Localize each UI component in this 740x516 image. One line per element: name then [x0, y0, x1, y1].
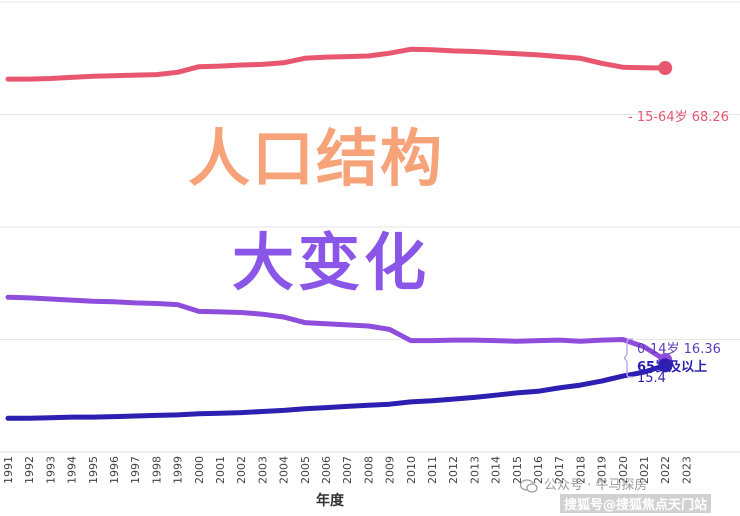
x-tick-label: 2010: [405, 456, 418, 484]
x-tick-labels: 1991 1992 1993 1994 1995 1996 1997 1998 1999 2000…: [2, 456, 693, 484]
x-tick-label: 1996: [108, 456, 121, 484]
x-tick-label: 2017: [553, 456, 566, 484]
x-tick-label: 2007: [341, 456, 354, 484]
x-tick-label: 2022: [659, 456, 672, 484]
x-tick-label: 2020: [617, 456, 630, 484]
x-tick-label: 1995: [87, 456, 100, 484]
x-tick-label: 2013: [468, 456, 481, 484]
x-tick-label: 1999: [172, 456, 185, 484]
series-label-15-64-value: 68.26: [691, 110, 729, 125]
x-tick-label: 2023: [680, 456, 693, 484]
series-label-65plus-value: 15.4: [637, 371, 666, 386]
x-tick-label: 2014: [490, 456, 503, 484]
x-tick-label: 2008: [362, 456, 375, 484]
series-line-0: [5, 46, 668, 82]
x-tick-label: 1991: [2, 456, 15, 484]
x-tick-label: 2003: [256, 456, 269, 484]
series-line-2: [5, 362, 668, 421]
series-label-15-64-name: - 15-64岁: [628, 110, 688, 125]
series-end-markers: [658, 61, 673, 373]
series-label-0-14-value: 16.36: [683, 342, 721, 357]
x-tick-label: 2016: [532, 456, 545, 484]
wechat-icon: [519, 478, 538, 493]
x-tick-label: 2006: [320, 456, 333, 484]
chart-title: 人口结构: [188, 122, 445, 195]
x-tick-label: 1998: [150, 456, 163, 484]
watermark-text: 公众号 · 牛马探房: [544, 478, 648, 493]
x-tick-label: 2019: [596, 456, 609, 484]
x-tick-label: 1997: [129, 456, 142, 484]
x-tick-label: 2018: [574, 456, 587, 484]
series-label-15-64: - 15-64岁 68.26: [628, 106, 729, 125]
x-tick-label: 2012: [447, 456, 460, 484]
x-tick-label: 2004: [278, 456, 291, 484]
x-tick-label: 2021: [638, 456, 651, 484]
x-tick-label: 2011: [426, 456, 439, 484]
bracket-icon: [624, 338, 634, 378]
watermark-footer: 搜狐号@搜狐焦点天门站: [560, 494, 712, 513]
series-label-0-14-name: 0-14岁: [637, 342, 680, 357]
x-tick-label: 1994: [66, 456, 79, 484]
series-end-marker-0: [658, 61, 673, 76]
x-tick-label: 2002: [235, 456, 248, 484]
x-tick-label: 2005: [299, 456, 312, 484]
x-tick-label: 2001: [214, 456, 227, 484]
x-tick-label: 2015: [511, 456, 524, 484]
watermark: 公众号 · 牛马探房: [519, 474, 648, 493]
series-label-0-14: 0-14岁 16.36: [637, 338, 721, 357]
series-end-marker-2: [658, 358, 673, 373]
x-axis-title: 年度: [316, 493, 344, 509]
chart-subtitle: 大变化: [232, 226, 431, 299]
series-label-65plus-name: 65岁及以上: [637, 360, 708, 375]
x-tick-label: 2000: [193, 456, 206, 484]
series-line-1: [5, 294, 668, 363]
x-tick-label: 1992: [23, 456, 36, 484]
x-tick-label: 2009: [384, 456, 397, 484]
series-lines: [5, 46, 668, 421]
x-tick-label: 1993: [44, 456, 57, 484]
